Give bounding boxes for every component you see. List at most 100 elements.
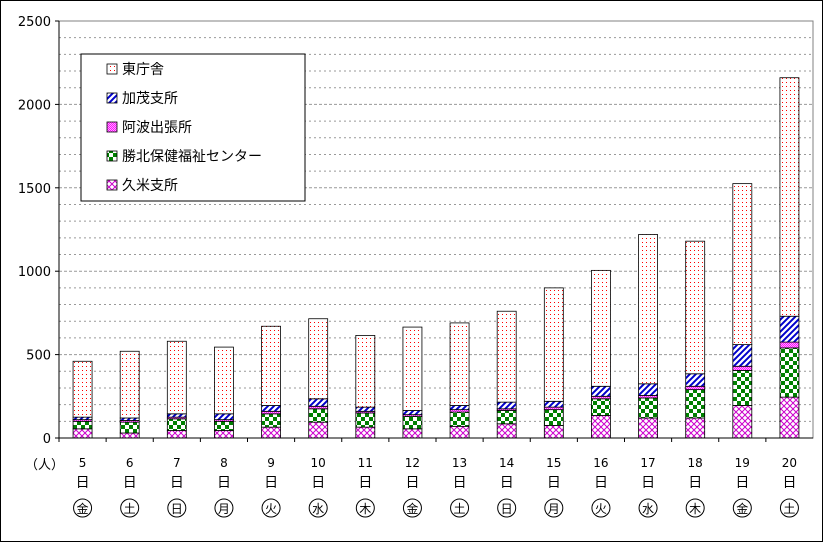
x-tick-label-unit: 日: [594, 475, 608, 491]
bar-segment: [543, 425, 564, 439]
x-tick-label-day: 16: [593, 456, 608, 470]
bar-segment: [638, 397, 658, 419]
x-tick-label-unit: 日: [264, 475, 278, 491]
bar-segment: [638, 417, 658, 439]
x-tick-label-weekday: 水: [642, 502, 654, 516]
x-tick-label-unit: 日: [123, 475, 137, 491]
bar-segment: [72, 428, 93, 439]
x-tick-label-day: 8: [220, 456, 228, 470]
x-tick-label-unit: 日: [453, 475, 467, 491]
x-tick-label-weekday: 金: [77, 501, 89, 516]
x-tick-label-weekday: 火: [595, 502, 607, 516]
bar-segment: [308, 318, 329, 400]
bar-segment: [685, 373, 706, 387]
bar-segment: [591, 398, 611, 416]
bar-segment: [591, 269, 611, 387]
bar-segment: [543, 400, 564, 408]
bar-segment: [543, 287, 564, 402]
legend-swatch: [106, 150, 118, 162]
bar-segment: [779, 341, 800, 349]
x-tick-label-weekday: 土: [454, 502, 466, 516]
bar-segment: [732, 370, 753, 406]
bar-segment: [685, 385, 706, 391]
x-tick-label-day: 10: [311, 456, 326, 470]
x-tick-label-unit: 日: [405, 475, 419, 491]
weekday-circle: [732, 498, 752, 518]
x-tick-label-weekday: 金: [406, 501, 418, 516]
bar-segment: [732, 344, 753, 367]
weekday-circle: [355, 498, 375, 518]
x-tick-label-unit: 日: [547, 475, 561, 491]
bar-segment: [261, 426, 281, 439]
x-tick-label-unit: 日: [170, 475, 184, 491]
x-tick-label-weekday: 土: [124, 502, 136, 516]
bar-segment: [732, 405, 753, 439]
bar-segment: [732, 365, 753, 371]
unit-label: （人）: [25, 458, 64, 473]
bar-segment: [496, 401, 517, 410]
bar-segment: [166, 340, 187, 415]
y-tick-label: 2000: [18, 98, 51, 113]
weekday-circle: [591, 498, 611, 518]
x-tick-label-unit: 日: [735, 475, 749, 491]
weekday-circle: [638, 498, 658, 518]
legend-swatch: [106, 121, 118, 133]
legend-swatch: [106, 92, 118, 104]
bar-segment: [166, 413, 187, 418]
x-tick-label-day: 18: [688, 456, 703, 470]
weekday-circle: [308, 498, 328, 518]
y-tick-label: 500: [26, 349, 51, 364]
x-tick-label-day: 15: [546, 456, 561, 470]
x-tick-label-weekday: 木: [689, 502, 701, 516]
x-tick-label-day: 14: [499, 456, 514, 470]
bar-segment: [214, 420, 234, 431]
x-tick-label-day: 12: [405, 456, 420, 470]
bar-segment: [638, 234, 658, 385]
bar-segment: [685, 389, 706, 419]
weekday-circle: [402, 498, 422, 518]
x-tick-label-unit: 日: [76, 475, 90, 491]
legend-label: 阿波出張所: [122, 120, 192, 136]
x-tick-label-day: 19: [735, 456, 750, 470]
weekday-circle: [450, 498, 470, 518]
x-tick-label-unit: 日: [782, 475, 796, 491]
bar-segment: [496, 310, 517, 403]
bar-segment: [402, 428, 423, 439]
bar-segment: [214, 346, 234, 415]
bar-segment: [449, 405, 470, 411]
bar-segment: [355, 412, 376, 428]
x-axis: （人） 5日金6日土7日日8日月9日火10日水11日木12日金13日土14日日15…: [25, 437, 813, 518]
x-tick-label-unit: 日: [688, 475, 702, 491]
x-tick-label-weekday: 木: [359, 502, 371, 516]
bar-segment: [591, 415, 611, 439]
x-tick-label-weekday: 月: [548, 502, 560, 516]
bar-segment: [496, 423, 517, 439]
legend-swatch: [106, 63, 118, 75]
bar-segment: [732, 183, 753, 345]
weekday-circle: [261, 498, 281, 518]
weekday-circle: [685, 498, 705, 518]
bar-segment: [308, 421, 329, 439]
bar-segment: [402, 326, 423, 411]
x-tick-label-weekday: 火: [265, 502, 277, 516]
bar-segment: [685, 240, 706, 375]
bar-segment: [72, 420, 93, 430]
x-tick-label-unit: 日: [358, 475, 372, 491]
legend-label: 久米支所: [122, 178, 178, 194]
y-tick-label: 0: [43, 432, 51, 447]
bar-segment: [355, 335, 376, 408]
x-tick-label-day: 9: [267, 456, 275, 470]
x-tick-label-weekday: 日: [501, 502, 513, 516]
bar-segment: [261, 405, 281, 412]
weekday-circle: [214, 498, 234, 518]
x-tick-label-weekday: 土: [783, 502, 795, 516]
x-tick-label-day: 6: [126, 456, 134, 470]
bar-segment: [779, 396, 800, 439]
x-tick-label-weekday: 日: [171, 502, 183, 516]
legend-label: 加茂支所: [122, 90, 178, 107]
bar-segment: [214, 430, 234, 439]
bar-segment: [591, 385, 611, 397]
bar-segment: [543, 409, 564, 426]
